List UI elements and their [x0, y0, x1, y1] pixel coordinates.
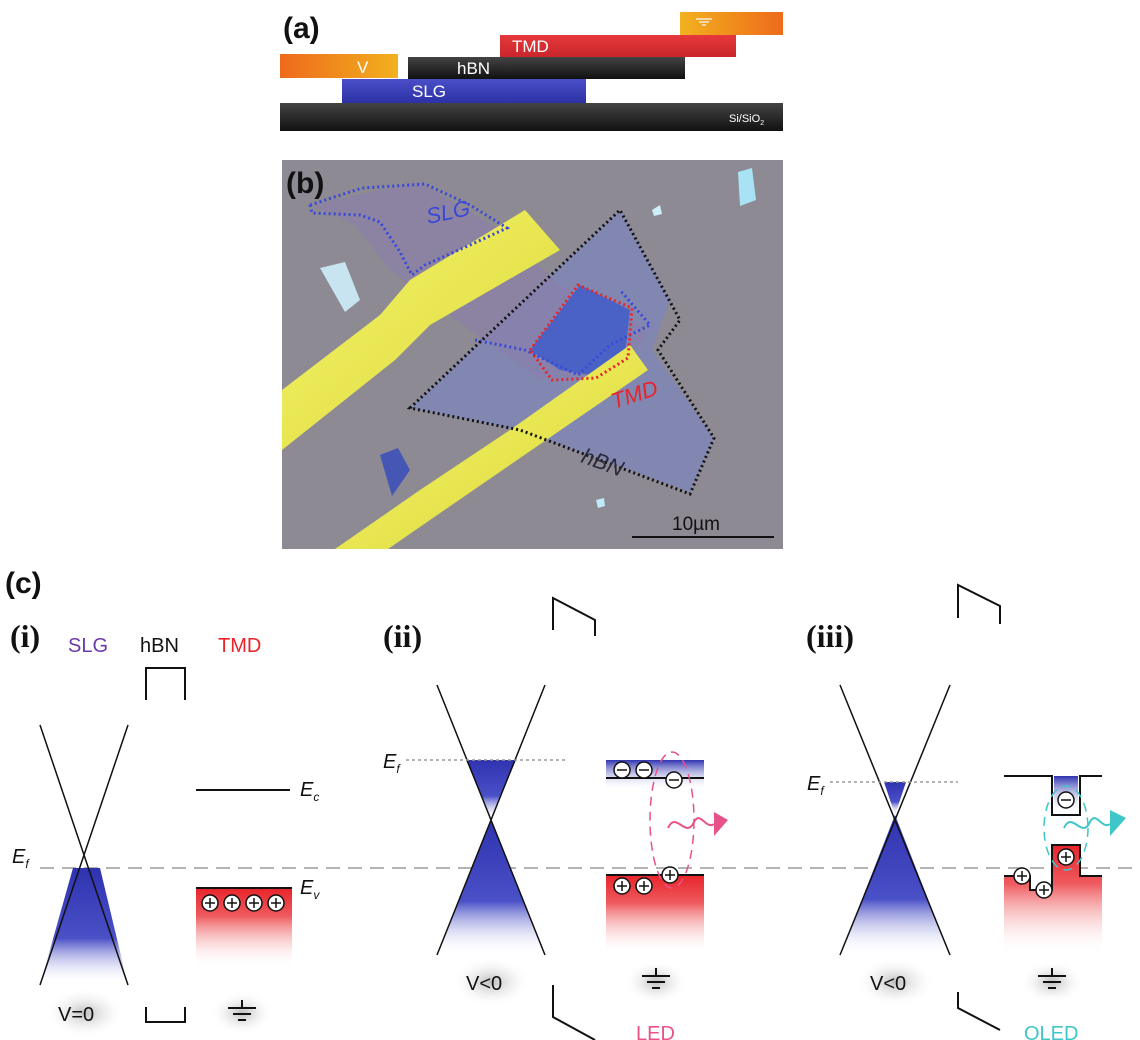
conduction-edge-iii: [1004, 775, 1102, 816]
dirac-fill-iii-upper: [884, 782, 906, 815]
photon-icon-ii: [667, 817, 715, 829]
sub-label-iii: (iii): [806, 618, 854, 654]
hbn-layer: [408, 57, 685, 79]
dirac-cone-i: [39, 724, 129, 986]
ef-label-i: Ef: [12, 846, 30, 871]
hbn-layer-label: hBN: [457, 59, 490, 78]
ground-symbol-small: [696, 18, 712, 26]
panel-label-c: (c): [5, 567, 42, 600]
bias-i: V=0: [58, 1004, 94, 1026]
header-slg: SLG: [68, 635, 108, 657]
ef-label-ii: Ef: [383, 751, 401, 776]
hbn-barrier-bottom-ii: [552, 985, 596, 1040]
photon-icon-iii: [1063, 817, 1111, 829]
mode-oled: OLED: [1024, 1023, 1078, 1040]
substrate-layer: [280, 103, 783, 131]
tmd-layer-label: TMD: [512, 37, 549, 56]
small-flake-cyan-2: [652, 205, 662, 216]
header-hbn: hBN: [140, 635, 179, 657]
contact-v-label: V: [357, 58, 369, 77]
ground-icon-iii: [1038, 968, 1066, 989]
ground-icon-i: [228, 1000, 256, 1021]
tmd-outline: [528, 283, 634, 382]
panel-label-b: (b): [286, 167, 324, 200]
bias-glow-i: [45, 988, 125, 1038]
header-tmd: TMD: [218, 635, 261, 657]
bias-glow-ii: [451, 957, 531, 1007]
exciton-ring-iii: [1043, 785, 1089, 871]
ec-label: Ec: [300, 779, 319, 804]
valence-band-iii: [1004, 845, 1102, 955]
ef-label-iii: Ef: [807, 773, 825, 798]
dirac-cone-ii: [436, 684, 546, 956]
small-flake-blue: [380, 448, 410, 496]
slg-layer-label: SLG: [412, 82, 446, 101]
hbn-barrier-top-i: [145, 667, 186, 700]
photon-arrow-ii: [714, 812, 728, 836]
ev-label: Ev: [300, 877, 320, 902]
contact-v: [280, 54, 398, 78]
scale-bar-label: 10µm: [672, 514, 720, 535]
ground-icon-ii: [642, 968, 670, 989]
bias-ii: V<0: [466, 973, 502, 995]
photon-arrow-iii: [1110, 810, 1126, 836]
hbn-barrier-top-iii: [957, 583, 1001, 624]
hbn-barrier-top-ii: [552, 596, 596, 636]
small-flake-cyan-3: [596, 498, 605, 508]
sub-label-ii: (ii): [383, 618, 422, 654]
sub-label-i: (i): [10, 618, 40, 654]
tmd-flake: [530, 285, 630, 375]
dirac-cone-iii: [839, 684, 951, 956]
slg-outline-2: [474, 289, 653, 377]
bias-iii: V<0: [870, 973, 906, 995]
tmd-layer: [500, 35, 736, 57]
panel-label-a: (a): [283, 12, 320, 45]
bias-glow-iii: [855, 957, 935, 1007]
dirac-fill-ii-lower: [437, 820, 545, 955]
small-flake-cyan: [738, 168, 756, 206]
hbn-barrier-bottom-iii: [957, 992, 1001, 1031]
gold-electrode-upper: [282, 210, 560, 450]
slg-layer: [342, 79, 586, 103]
dirac-fill-ii-upper: [466, 760, 516, 820]
hbn-barrier-bottom-i: [145, 1007, 186, 1023]
slg-outline: [308, 182, 511, 278]
mode-led: LED: [636, 1023, 675, 1040]
small-flake-white: [320, 262, 360, 312]
gold-electrode-lower: [335, 345, 648, 549]
dirac-fill-iii-lower: [840, 815, 950, 955]
dirac-fill-i: [40, 868, 128, 985]
substrate-label: Si/SiO2: [729, 113, 764, 127]
top-contact: [680, 12, 783, 35]
